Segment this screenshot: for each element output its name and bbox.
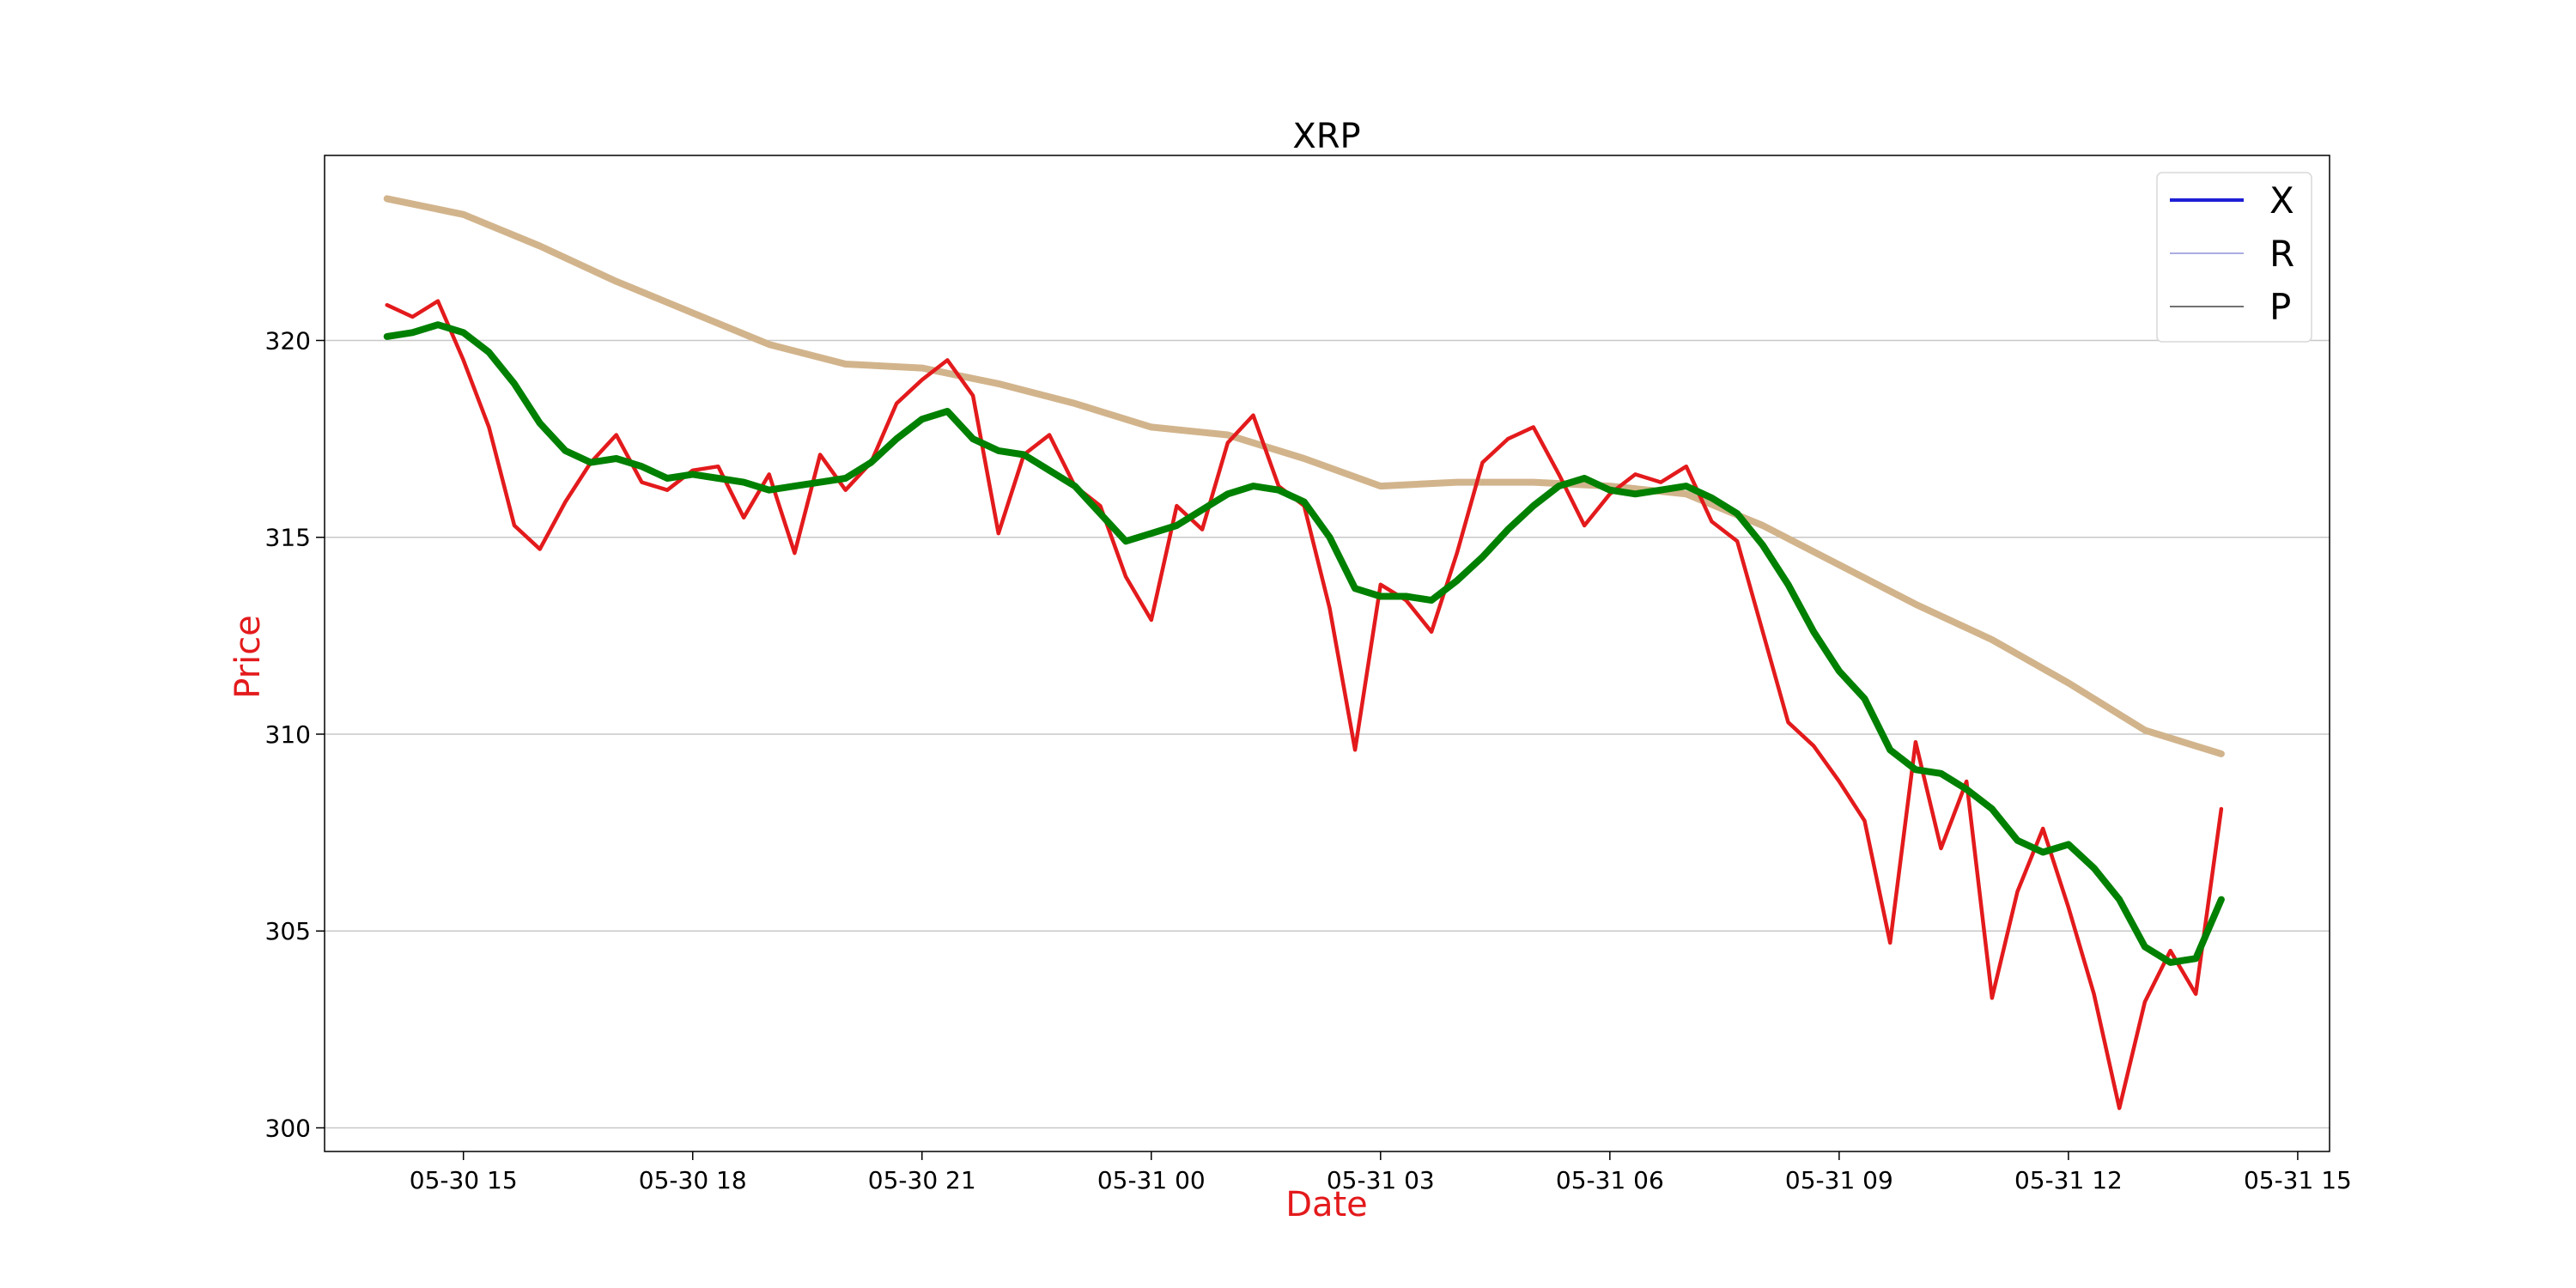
y-axis: 300 305 310 315 320 — [265, 326, 325, 1142]
series-line-3 — [383, 195, 2225, 757]
y-tick-label: 305 — [265, 917, 311, 945]
y-tick-label: 300 — [265, 1114, 311, 1142]
y-axis-label: Price — [228, 615, 268, 699]
legend-label-p: P — [2269, 286, 2291, 328]
series-line-2 — [383, 321, 2225, 966]
x-tick-label: 05-31 00 — [1097, 1166, 1206, 1194]
y-tick-label: 315 — [265, 524, 311, 552]
legend-label-x: X — [2269, 179, 2294, 222]
legend: XRP — [2156, 172, 2312, 343]
x-tick-label: 05-31 15 — [2244, 1166, 2352, 1194]
x-tick-label: 05-30 21 — [868, 1166, 976, 1194]
plot-frame — [324, 155, 2330, 1152]
x-tick-label: 05-31 09 — [1785, 1166, 1893, 1194]
y-tick-label: 310 — [265, 720, 311, 749]
x-tick-label: 05-30 15 — [410, 1166, 518, 1194]
x-tick-label: 05-31 12 — [2014, 1166, 2123, 1194]
legend-box — [2156, 172, 2312, 343]
x-tick-label: 05-30 18 — [639, 1166, 747, 1194]
x-axis-label: Date — [1285, 1185, 1368, 1224]
series-layer — [383, 195, 2225, 1110]
y-tick-label: 320 — [265, 326, 311, 355]
x-axis: 05-30 15 05-30 18 05-30 21 05-31 00 05-31 03… — [410, 1151, 2352, 1194]
chart-title: XRP — [1292, 117, 1360, 156]
x-tick-label: 05-31 03 — [1327, 1166, 1435, 1194]
legend-label-r: R — [2269, 233, 2294, 275]
x-tick-label: 05-31 06 — [1556, 1166, 1664, 1194]
